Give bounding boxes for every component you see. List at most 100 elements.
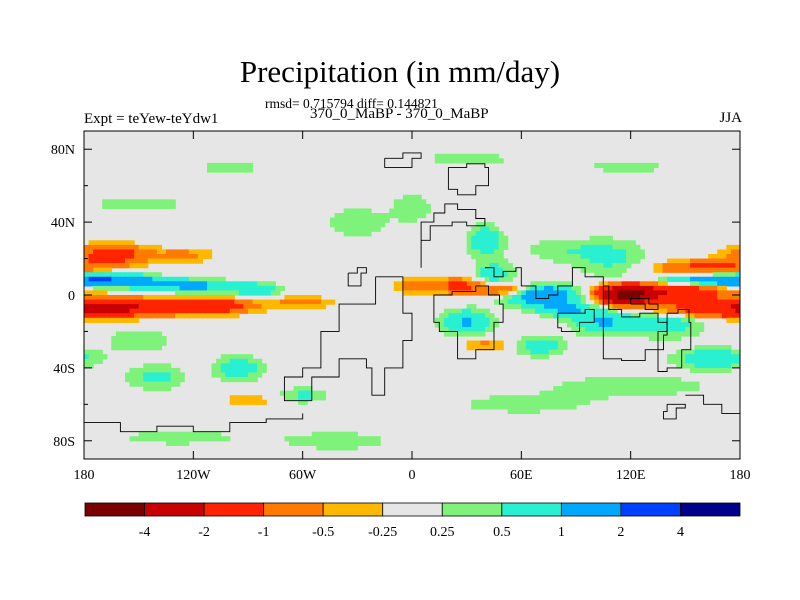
field-cell xyxy=(129,263,135,269)
field-cell xyxy=(594,295,600,301)
field-cell xyxy=(689,381,696,387)
field-cell xyxy=(539,299,545,305)
field-cell xyxy=(539,249,545,255)
field-cell xyxy=(84,267,90,273)
field-cell xyxy=(302,436,308,442)
field-cell xyxy=(653,299,659,305)
field-cell xyxy=(544,340,550,346)
field-cell xyxy=(143,276,149,282)
field-cell xyxy=(639,326,645,333)
field-cell xyxy=(621,381,627,387)
field-cell xyxy=(648,336,655,342)
field-cell xyxy=(480,404,486,410)
field-cell xyxy=(216,167,222,173)
field-cell xyxy=(161,308,167,314)
field-cell xyxy=(261,399,267,405)
field-cell xyxy=(475,254,481,260)
field-cell xyxy=(102,254,108,260)
field-cell xyxy=(175,249,181,255)
field-cell xyxy=(466,345,472,351)
field-cell xyxy=(626,254,632,260)
field-cell xyxy=(106,272,112,278)
field-cell xyxy=(480,240,486,246)
field-cell xyxy=(667,386,673,392)
field-cell xyxy=(457,322,463,328)
field-cell xyxy=(320,440,327,446)
colorbar-label: -4 xyxy=(139,525,151,540)
field-cell xyxy=(662,299,668,305)
field-cell xyxy=(598,281,604,287)
field-cell xyxy=(648,377,655,383)
field-cell xyxy=(489,226,495,232)
field-cell xyxy=(188,285,194,292)
field-cell xyxy=(138,203,144,210)
field-cell xyxy=(571,322,577,328)
field-cell xyxy=(667,331,673,337)
field-cell xyxy=(612,317,618,323)
field-cell xyxy=(535,244,541,251)
field-cell xyxy=(553,299,559,305)
field-cell xyxy=(234,399,240,405)
field-cell xyxy=(161,281,167,287)
field-cell xyxy=(585,304,591,310)
field-cell xyxy=(443,317,450,323)
field-cell xyxy=(134,367,140,374)
field-cell xyxy=(617,299,623,305)
field-cell xyxy=(671,322,677,328)
field-cell xyxy=(216,299,222,305)
field-cell xyxy=(676,267,682,273)
field-cell xyxy=(685,326,691,333)
field-cell xyxy=(685,381,691,387)
field-cell xyxy=(179,372,185,378)
field-cell xyxy=(225,290,231,296)
field-cell xyxy=(621,386,627,392)
field-cell xyxy=(120,254,126,260)
field-cell xyxy=(512,408,518,415)
field-cell xyxy=(635,317,641,323)
field-cell xyxy=(129,317,135,323)
coastline xyxy=(484,267,604,300)
colorbar-swatch xyxy=(501,502,562,517)
field-cell xyxy=(694,290,700,296)
field-cell xyxy=(261,304,267,310)
colorbar-swatch xyxy=(263,502,324,517)
field-cell xyxy=(503,258,509,264)
field-cell xyxy=(238,399,245,405)
field-cell xyxy=(293,386,299,392)
field-cell xyxy=(197,276,204,282)
field-cell xyxy=(211,285,217,292)
field-cell xyxy=(730,317,737,323)
field-cell xyxy=(220,436,226,442)
field-cell xyxy=(494,317,500,323)
field-cell xyxy=(544,313,550,319)
field-cell xyxy=(580,258,586,264)
field-cell xyxy=(571,395,577,401)
field-cell xyxy=(607,317,614,323)
field-cell xyxy=(598,299,604,305)
field-cell xyxy=(676,331,682,337)
field-cell xyxy=(202,295,208,301)
field-cell xyxy=(621,304,627,310)
field-cell xyxy=(699,313,705,319)
field-cell xyxy=(115,249,122,255)
field-cell xyxy=(129,377,135,383)
field-cell xyxy=(685,258,691,264)
field-cell xyxy=(699,358,705,364)
field-cell xyxy=(421,276,427,282)
field-cell xyxy=(521,408,527,415)
field-cell xyxy=(489,235,495,241)
field-cell xyxy=(266,290,272,296)
field-cell xyxy=(539,304,545,310)
field-cell xyxy=(626,381,632,387)
field-cell xyxy=(484,404,491,410)
field-cell xyxy=(220,377,226,383)
field-cell xyxy=(498,231,504,237)
field-cell xyxy=(730,254,737,260)
field-cell xyxy=(457,285,463,292)
field-cell xyxy=(553,285,559,292)
field-cell xyxy=(703,290,709,296)
field-cell xyxy=(166,431,172,437)
field-cell xyxy=(680,322,686,328)
field-cell xyxy=(589,263,595,269)
field-cell xyxy=(525,408,532,415)
